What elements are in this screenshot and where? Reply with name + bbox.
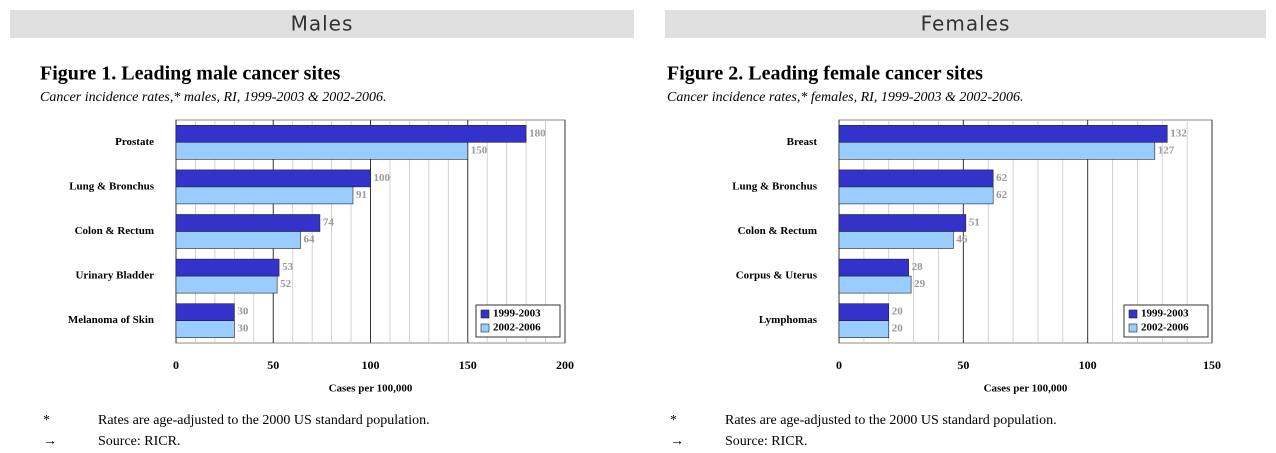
- value-label: 150: [471, 144, 488, 156]
- bar: [838, 231, 954, 249]
- bar: [175, 169, 371, 188]
- bar: [838, 214, 967, 232]
- legend-box: [1123, 304, 1209, 338]
- legend-label: 1999-2003: [1141, 308, 1189, 320]
- x-tick-label: 50: [957, 358, 969, 372]
- panel-header: Males: [291, 12, 354, 36]
- bar: [175, 258, 280, 277]
- value-label: 62: [996, 189, 1008, 201]
- x-tick-label: 0: [836, 358, 842, 372]
- value-label: 51: [969, 217, 980, 229]
- legend-box: [475, 304, 561, 338]
- x-axis-label: Cases per 100,000: [329, 383, 413, 395]
- value-label: 20: [892, 323, 904, 335]
- value-label: 62: [996, 172, 1008, 184]
- legend-label: 2002-2006: [493, 322, 541, 334]
- category-label: Urinary Bladder: [75, 270, 154, 282]
- category-label: Colon & Rectum: [75, 225, 154, 237]
- bar: [838, 303, 890, 322]
- chart-title: Figure 1. Leading male cancer sites: [40, 63, 341, 85]
- value-label: 100: [374, 172, 391, 184]
- value-label: 127: [1158, 144, 1175, 156]
- note-marker: *: [43, 413, 50, 428]
- category-label: Breast: [787, 136, 818, 148]
- bar: [838, 258, 909, 277]
- legend-swatch: [1128, 323, 1138, 333]
- x-tick-label: 150: [1203, 358, 1221, 372]
- value-label: 30: [237, 323, 249, 335]
- note-text: Source: RICR.: [98, 434, 180, 449]
- panel-header-bg: [665, 10, 1266, 38]
- value-label: 29: [914, 278, 926, 290]
- category-label: Prostate: [115, 136, 154, 148]
- category-label: Lung & Bronchus: [732, 180, 817, 192]
- category-label: Melanoma of Skin: [68, 314, 154, 326]
- value-label: 132: [1170, 127, 1187, 139]
- category-label: Colon & Rectum: [738, 225, 817, 237]
- x-tick-label: 200: [556, 358, 574, 372]
- x-tick-label: 150: [459, 358, 477, 372]
- bar: [175, 320, 235, 339]
- panel-header: Females: [921, 12, 1011, 36]
- value-label: 74: [323, 217, 335, 229]
- bar: [175, 231, 301, 249]
- note-marker: *: [670, 413, 677, 428]
- value-label: 30: [237, 306, 249, 318]
- value-label: 28: [912, 261, 924, 273]
- x-tick-label: 0: [173, 358, 179, 372]
- value-label: 46: [956, 234, 968, 246]
- note-text: Source: RICR.: [725, 434, 807, 449]
- note-marker: →: [670, 434, 684, 449]
- x-tick-label: 50: [267, 358, 279, 372]
- bar: [175, 275, 278, 294]
- category-label: Corpus & Uterus: [736, 270, 818, 282]
- value-label: 64: [303, 234, 315, 246]
- bar: [175, 303, 235, 322]
- category-label: Lymphomas: [759, 314, 818, 326]
- x-axis-label: Cases per 100,000: [984, 383, 1068, 395]
- legend-label: 1999-2003: [493, 308, 541, 320]
- note-text: Rates are age-adjusted to the 2000 US st…: [98, 413, 430, 428]
- legend-swatch: [1128, 309, 1138, 319]
- chart-subtitle: Cancer incidence rates,* females, RI, 19…: [667, 90, 1024, 105]
- note-marker: →: [43, 434, 57, 449]
- legend-swatch: [480, 309, 490, 319]
- bar: [838, 142, 1156, 160]
- value-label: 20: [892, 306, 904, 318]
- bar: [838, 320, 890, 339]
- bar: [175, 125, 527, 143]
- bar: [175, 214, 321, 232]
- x-tick-label: 100: [362, 358, 380, 372]
- value-label: 180: [529, 127, 546, 139]
- note-text: Rates are age-adjusted to the 2000 US st…: [725, 413, 1057, 428]
- bar: [175, 142, 469, 160]
- bar: [838, 275, 912, 294]
- bar: [838, 169, 994, 188]
- chart-subtitle: Cancer incidence rates,* males, RI, 1999…: [40, 90, 386, 105]
- category-label: Lung & Bronchus: [69, 180, 154, 192]
- value-label: 52: [280, 278, 292, 290]
- chart-title: Figure 2. Leading female cancer sites: [667, 63, 983, 85]
- bar: [838, 186, 994, 205]
- x-tick-label: 100: [1079, 358, 1097, 372]
- bar: [838, 125, 1168, 143]
- legend-swatch: [480, 323, 490, 333]
- legend-label: 2002-2006: [1141, 322, 1189, 334]
- bar: [175, 186, 354, 205]
- value-label: 53: [282, 261, 294, 273]
- value-label: 91: [356, 189, 367, 201]
- panel-header-bg: [10, 10, 634, 38]
